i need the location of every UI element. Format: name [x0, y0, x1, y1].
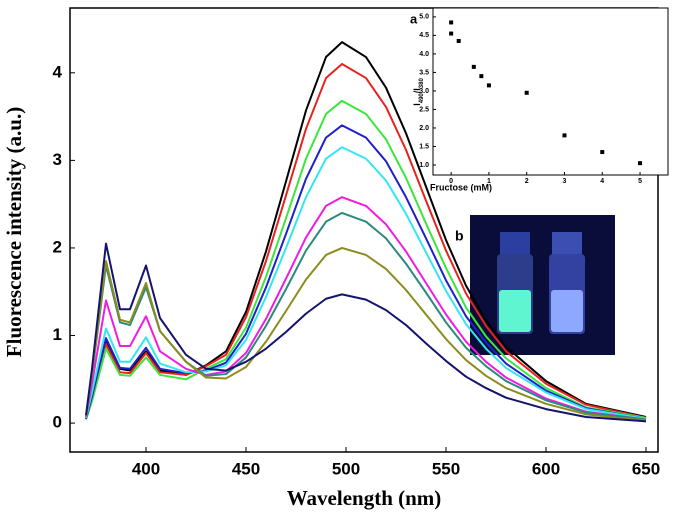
spectrum-line: [85, 124, 647, 420]
point: [600, 150, 605, 155]
y-tick-label: 4: [53, 62, 63, 81]
y-tick-label: 1.0: [419, 162, 429, 169]
inset-x-label: Fructose (mM): [430, 182, 492, 192]
spectrum-line: [85, 41, 647, 419]
y-label-part: 380: [419, 78, 425, 89]
y-label-part: /I: [412, 88, 422, 93]
photo: [470, 215, 615, 355]
x-tick-label: 2: [525, 178, 529, 185]
x-tick-label: 600: [532, 459, 560, 478]
x-tick-label: 500: [332, 459, 360, 478]
point: [456, 38, 461, 43]
point: [449, 31, 454, 36]
spectrum-line: [85, 146, 647, 420]
y-tick-label: 1.5: [419, 143, 429, 150]
x-tick-label: 5: [638, 178, 642, 185]
spectrum-line: [85, 246, 647, 422]
y-tick-label: 3: [53, 150, 62, 169]
x-tick-label: 550: [432, 459, 460, 478]
inset-frame: [432, 7, 669, 176]
inset-y-label: I490/I380: [412, 78, 424, 106]
x-tick-label: 3: [563, 178, 567, 185]
y-axis-label: Fluorescence intensity (a.u.): [2, 107, 26, 357]
y-tick-label: 4.5: [419, 32, 429, 39]
x-tick-label: 4: [600, 178, 604, 185]
point: [486, 83, 491, 88]
photo-label: b: [455, 228, 464, 244]
x-tick-label: 450: [232, 459, 260, 478]
spectrum-line: [85, 242, 647, 423]
y-tick-label: 4.0: [419, 51, 429, 58]
y-tick-label: 2: [53, 237, 62, 256]
point: [562, 133, 567, 138]
x-tick-label: 400: [132, 459, 160, 478]
spectrum-line: [85, 63, 647, 420]
y-label-part: 490: [419, 93, 425, 104]
y-tick-label: 2.5: [419, 106, 429, 113]
y-tick-label: 3.5: [419, 69, 429, 76]
point: [449, 20, 454, 25]
x-tick-label: 0: [449, 178, 453, 185]
plot-frame: [69, 7, 659, 453]
point: [524, 90, 529, 95]
y-tick-label: 3.0: [419, 88, 429, 95]
y-tick-label: 1: [53, 325, 62, 344]
x-axis-label: Wavelength (nm): [287, 486, 442, 510]
point: [638, 161, 643, 166]
x-tick-label: 650: [632, 459, 660, 478]
point: [471, 64, 476, 69]
inset-label: a: [410, 11, 418, 26]
y-label-part: I: [412, 103, 422, 106]
y-tick-label: 5.0: [419, 14, 429, 21]
spectrum-line: [85, 99, 647, 420]
spectrum-line: [85, 211, 647, 421]
x-tick-label: 1: [487, 178, 491, 185]
spectrum-line: [85, 196, 647, 421]
point: [479, 74, 484, 79]
y-tick-label: 2.0: [419, 125, 429, 132]
y-tick-label: 0: [53, 413, 62, 432]
